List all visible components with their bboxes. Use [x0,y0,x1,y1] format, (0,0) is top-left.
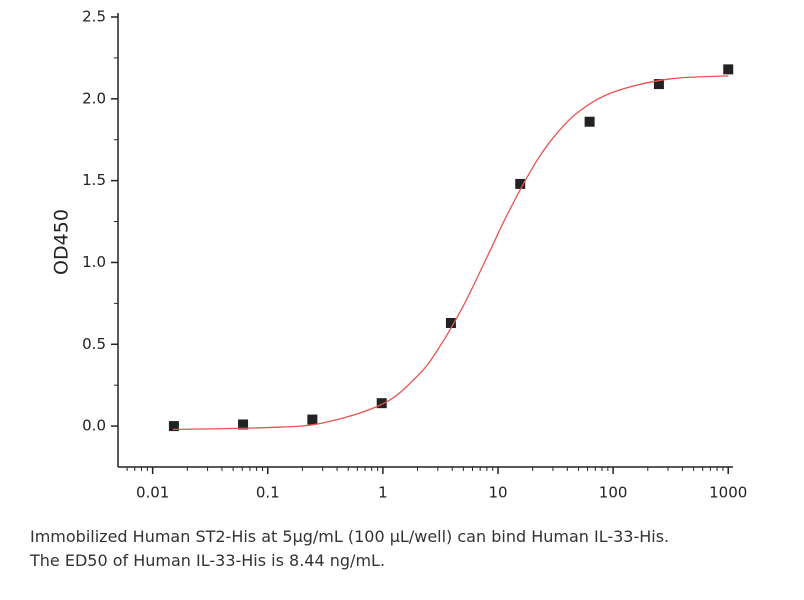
y-tick-label: 2.5 [82,8,106,26]
x-tick-label: 0.01 [136,484,169,502]
y-tick-label: 2.0 [82,89,106,107]
y-tick-label: 0.0 [82,417,106,435]
data-point [723,64,734,75]
y-tick-label: 1.0 [82,253,106,271]
chart: OD450 0.0 0.5 1.0 1.5 2.0 2.5 0.01 0.1 1 10 100 100… [51,8,748,502]
data-point [168,421,179,432]
y-tick-label: 1.5 [82,171,106,189]
y-tick-label: 0.5 [82,335,106,353]
data-point [584,116,595,127]
x-tick-label: 10 [488,484,507,502]
fit-curve [172,75,729,431]
x-tick-label: 1000 [709,484,747,502]
data-point [376,398,387,409]
caption-line: The ED50 of Human IL-33-His is 8.44 ng/m… [30,551,386,570]
data-point [238,419,249,430]
data-point [653,79,664,90]
x-tick-label: 1 [378,484,388,502]
x-tick-label: 100 [599,484,628,502]
x-tick-label: 0.1 [256,484,280,502]
data-point [515,178,526,189]
data-point [307,414,318,425]
y-axis-label: OD450 [51,209,73,275]
data-point [445,318,456,328]
caption-line: Immobilized Human ST2-His at 5μg/mL (100… [30,527,670,546]
